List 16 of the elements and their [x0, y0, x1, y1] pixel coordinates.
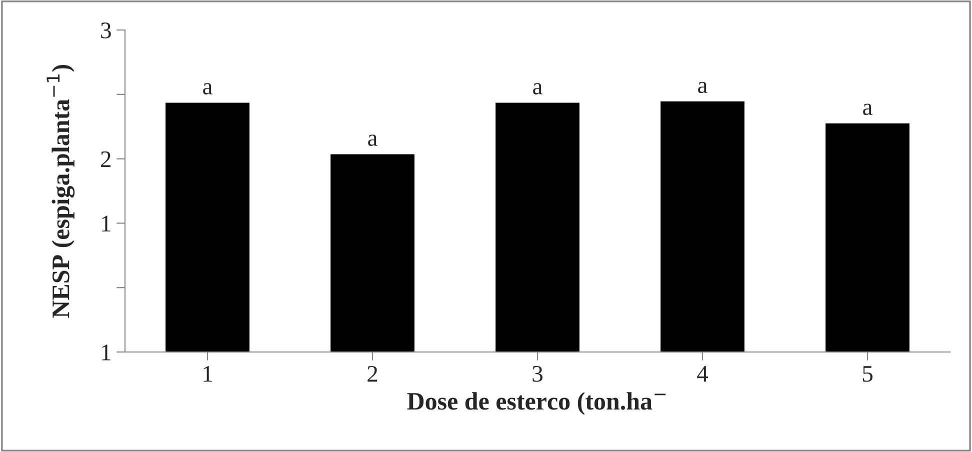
- y-tick-label: 3: [101, 22, 111, 38]
- x-axis-title: Dose de esterco (ton.ha$^{−}$: [407, 392, 666, 415]
- x-tick-label: 3: [532, 366, 542, 382]
- y-tick-label: 1: [102, 216, 110, 232]
- x-tick-label: 1: [204, 366, 212, 382]
- x-tick-label: 4: [697, 366, 708, 382]
- x-tick-label: 2: [368, 366, 378, 382]
- x-tick-label: 5: [862, 366, 872, 382]
- data-label: a: [863, 104, 872, 116]
- data-label: a: [698, 82, 708, 94]
- data-label: a: [533, 83, 542, 94]
- y-tick-label: 2: [101, 151, 111, 167]
- y-axis-title: NESP (espiga.planta$^{−1}$): [46, 64, 75, 318]
- data-label: a: [368, 134, 378, 146]
- data-label: a: [203, 83, 212, 94]
- y-tick-label: 1: [102, 344, 110, 360]
